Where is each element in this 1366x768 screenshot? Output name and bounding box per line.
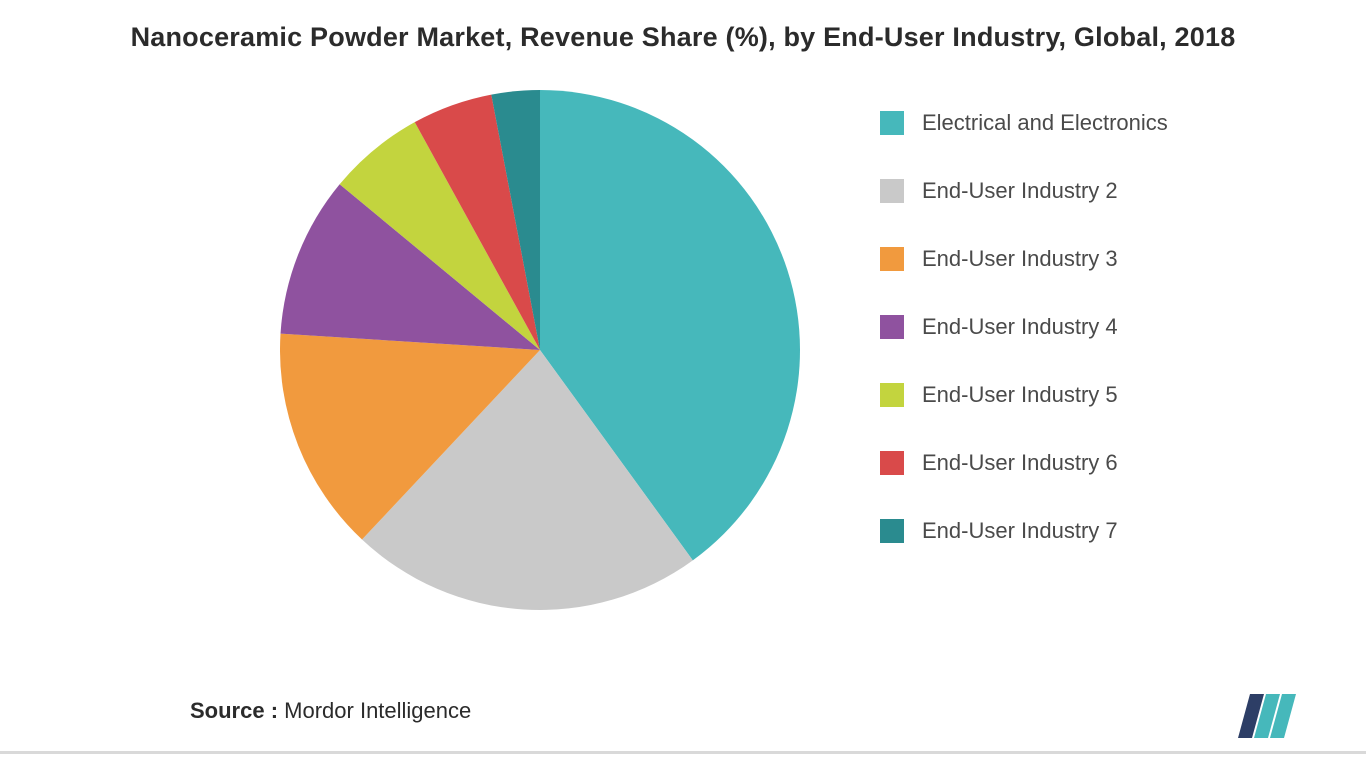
- source-label: Source :: [190, 698, 278, 723]
- pie-chart: [280, 90, 800, 610]
- footer-divider: [0, 751, 1366, 754]
- legend-label: End-User Industry 6: [922, 450, 1118, 476]
- legend-swatch: [880, 519, 904, 543]
- legend-item: End-User Industry 7: [880, 518, 1300, 544]
- legend-label: End-User Industry 4: [922, 314, 1118, 340]
- source-value: Mordor Intelligence: [284, 698, 471, 723]
- legend-label: End-User Industry 7: [922, 518, 1118, 544]
- legend-swatch: [880, 179, 904, 203]
- legend-label: End-User Industry 2: [922, 178, 1118, 204]
- legend-swatch: [880, 247, 904, 271]
- legend-item: End-User Industry 6: [880, 450, 1300, 476]
- source-attribution: Source : Mordor Intelligence: [190, 698, 471, 724]
- legend-swatch: [880, 111, 904, 135]
- legend-label: End-User Industry 3: [922, 246, 1118, 272]
- legend-item: End-User Industry 4: [880, 314, 1300, 340]
- brand-logo: [1238, 694, 1302, 738]
- legend: Electrical and Electronics End-User Indus…: [880, 110, 1300, 586]
- legend-item: End-User Industry 5: [880, 382, 1300, 408]
- legend-label: Electrical and Electronics: [922, 110, 1168, 136]
- chart-title: Nanoceramic Powder Market, Revenue Share…: [0, 22, 1366, 53]
- legend-label: End-User Industry 5: [922, 382, 1118, 408]
- legend-item: Electrical and Electronics: [880, 110, 1300, 136]
- legend-swatch: [880, 451, 904, 475]
- chart-title-text: Nanoceramic Powder Market, Revenue Share…: [131, 22, 1236, 52]
- legend-swatch: [880, 315, 904, 339]
- legend-swatch: [880, 383, 904, 407]
- legend-item: End-User Industry 3: [880, 246, 1300, 272]
- legend-item: End-User Industry 2: [880, 178, 1300, 204]
